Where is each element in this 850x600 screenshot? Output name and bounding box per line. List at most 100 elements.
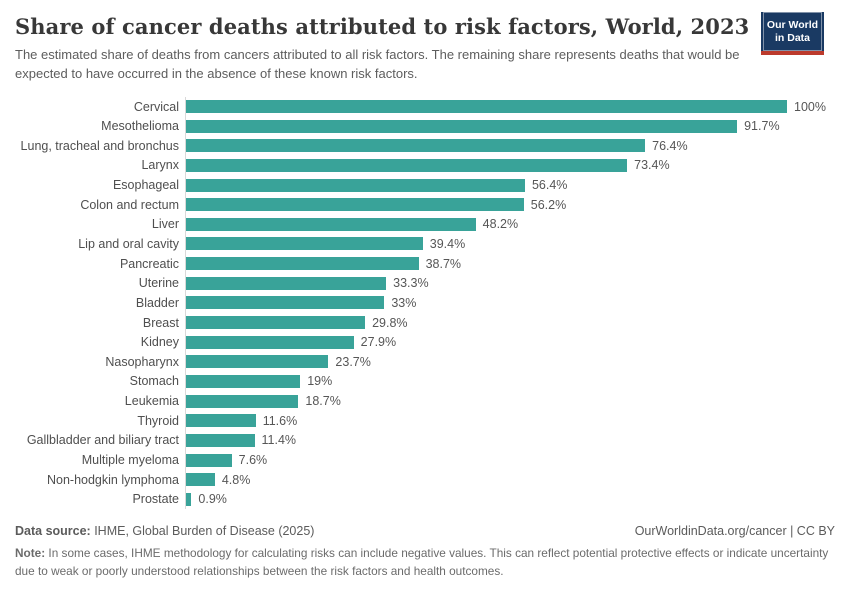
bar-track: 18.7% bbox=[185, 391, 835, 411]
bar-row: Uterine 33.3% bbox=[15, 273, 835, 294]
bar-row: Leukemia 18.7% bbox=[15, 391, 835, 411]
value-label: 23.7% bbox=[335, 354, 371, 369]
bar[interactable] bbox=[186, 374, 301, 388]
owid-logo: Our World in Data bbox=[761, 12, 824, 55]
citation-link[interactable]: OurWorldinData.org/cancer | CC BY bbox=[634, 524, 835, 539]
bar[interactable] bbox=[186, 335, 354, 349]
value-label: 11.4% bbox=[261, 433, 297, 448]
value-label: 48.2% bbox=[482, 217, 519, 232]
category-label: Thyroid bbox=[137, 413, 179, 428]
category-label: Cervical bbox=[133, 99, 179, 114]
category-label: Larynx bbox=[141, 158, 179, 173]
bar-track: 73.4% bbox=[185, 155, 835, 176]
note-label: Note: bbox=[15, 546, 46, 561]
bar[interactable] bbox=[186, 119, 738, 133]
note-text: In some cases, IHME methodology for calc… bbox=[15, 546, 829, 578]
bar-row: Prostate 0.9% bbox=[15, 489, 835, 510]
logo-line-1: Our World bbox=[766, 18, 819, 31]
value-label: 19% bbox=[307, 374, 333, 389]
value-label: 33% bbox=[391, 295, 417, 310]
bar[interactable] bbox=[186, 414, 256, 428]
bar-row: Colon and rectum 56.2% bbox=[15, 194, 835, 215]
bar-track: 33% bbox=[185, 293, 835, 313]
category-label: Bladder bbox=[135, 295, 179, 310]
bar-track: 56.4% bbox=[185, 175, 835, 195]
bar-row: Multiple myeloma 7.6% bbox=[15, 450, 835, 470]
data-source: Data source: IHME, Global Burden of Dise… bbox=[15, 524, 314, 538]
bar-track: 11.4% bbox=[185, 430, 835, 451]
category-label: Esophageal bbox=[112, 178, 179, 193]
value-label: 56.2% bbox=[530, 197, 567, 212]
logo-line-2: in Data bbox=[774, 31, 810, 44]
footnote: Note: In some cases, IHME methodology fo… bbox=[15, 545, 835, 580]
logo-inner-border: Our World in Data bbox=[763, 12, 822, 51]
bar[interactable] bbox=[186, 158, 628, 172]
bar-track: 27.9% bbox=[185, 332, 835, 353]
data-source-text: IHME, Global Burden of Disease (2025) bbox=[90, 524, 315, 539]
category-label: Liver bbox=[151, 217, 179, 232]
bar-row: Gallbladder and biliary tract 11.4% bbox=[15, 430, 835, 451]
value-label: 33.3% bbox=[393, 276, 429, 291]
category-label: Non-hodgkin lymphoma bbox=[46, 472, 179, 487]
category-label: Kidney bbox=[140, 335, 179, 350]
bar-row: Cervical 100% bbox=[15, 96, 835, 117]
category-label: Pancreatic bbox=[119, 256, 179, 271]
bar-track: 11.6% bbox=[185, 410, 835, 431]
bar-track: 38.7% bbox=[185, 253, 835, 274]
bar[interactable] bbox=[186, 237, 423, 251]
bar[interactable] bbox=[186, 257, 419, 271]
bar[interactable] bbox=[186, 355, 329, 369]
page-title: Share of cancer deaths attributed to ris… bbox=[15, 14, 750, 39]
bar-row: Pancreatic 38.7% bbox=[15, 253, 835, 274]
bar-track: 4.8% bbox=[185, 469, 835, 490]
data-source-label: Data source: bbox=[15, 524, 91, 539]
category-label: Leukemia bbox=[124, 394, 179, 409]
value-label: 91.7% bbox=[744, 119, 780, 134]
bar[interactable] bbox=[186, 433, 255, 447]
chart-subtitle: The estimated share of deaths from cance… bbox=[15, 47, 740, 81]
bar-track: 7.6% bbox=[185, 450, 835, 470]
bar-track: 76.4% bbox=[185, 135, 835, 156]
bar-track: 56.2% bbox=[185, 194, 835, 215]
bar-row: Liver 48.2% bbox=[15, 214, 835, 235]
category-label: Uterine bbox=[138, 276, 179, 291]
logo-box: Our World in Data bbox=[761, 12, 824, 51]
bar-track: 33.3% bbox=[185, 273, 835, 294]
bar-row: Esophageal 56.4% bbox=[15, 175, 835, 195]
bar[interactable] bbox=[186, 198, 524, 212]
bar-row: Thyroid 11.6% bbox=[15, 410, 835, 431]
bar-row: Lung, tracheal and bronchus 76.4% bbox=[15, 135, 835, 156]
category-label: Stomach bbox=[129, 374, 179, 389]
value-label: 56.4% bbox=[531, 178, 568, 193]
bar[interactable] bbox=[186, 473, 215, 487]
category-label: Breast bbox=[142, 315, 179, 330]
value-label: 38.7% bbox=[425, 256, 462, 271]
bar[interactable] bbox=[186, 296, 385, 310]
bar[interactable] bbox=[186, 492, 192, 506]
bar-row: Mesothelioma 91.7% bbox=[15, 116, 835, 136]
category-label: Colon and rectum bbox=[80, 197, 179, 212]
category-label: Prostate bbox=[132, 492, 179, 507]
bar[interactable] bbox=[186, 394, 299, 408]
value-label: 7.6% bbox=[238, 453, 268, 468]
category-label: Lung, tracheal and bronchus bbox=[20, 138, 179, 153]
bar[interactable] bbox=[186, 139, 646, 153]
bar[interactable] bbox=[186, 217, 476, 231]
category-label: Lip and oral cavity bbox=[78, 236, 179, 251]
logo-red-stripe bbox=[761, 51, 824, 55]
category-label: Gallbladder and biliary tract bbox=[26, 433, 179, 448]
bar[interactable] bbox=[186, 453, 232, 467]
bar-row: Larynx 73.4% bbox=[15, 155, 835, 176]
bar-track: 19% bbox=[185, 371, 835, 392]
bar[interactable] bbox=[186, 178, 525, 192]
category-label: Mesothelioma bbox=[101, 119, 179, 134]
bar-track: 23.7% bbox=[185, 352, 835, 372]
bar[interactable] bbox=[186, 100, 787, 113]
bar[interactable] bbox=[186, 316, 366, 330]
footer-top-row: Data source: IHME, Global Burden of Dise… bbox=[15, 524, 835, 538]
logo-text: Our World in Data bbox=[767, 19, 818, 44]
bar-row: Kidney 27.9% bbox=[15, 332, 835, 353]
bar[interactable] bbox=[186, 276, 387, 290]
bar-row: Stomach 19% bbox=[15, 371, 835, 392]
